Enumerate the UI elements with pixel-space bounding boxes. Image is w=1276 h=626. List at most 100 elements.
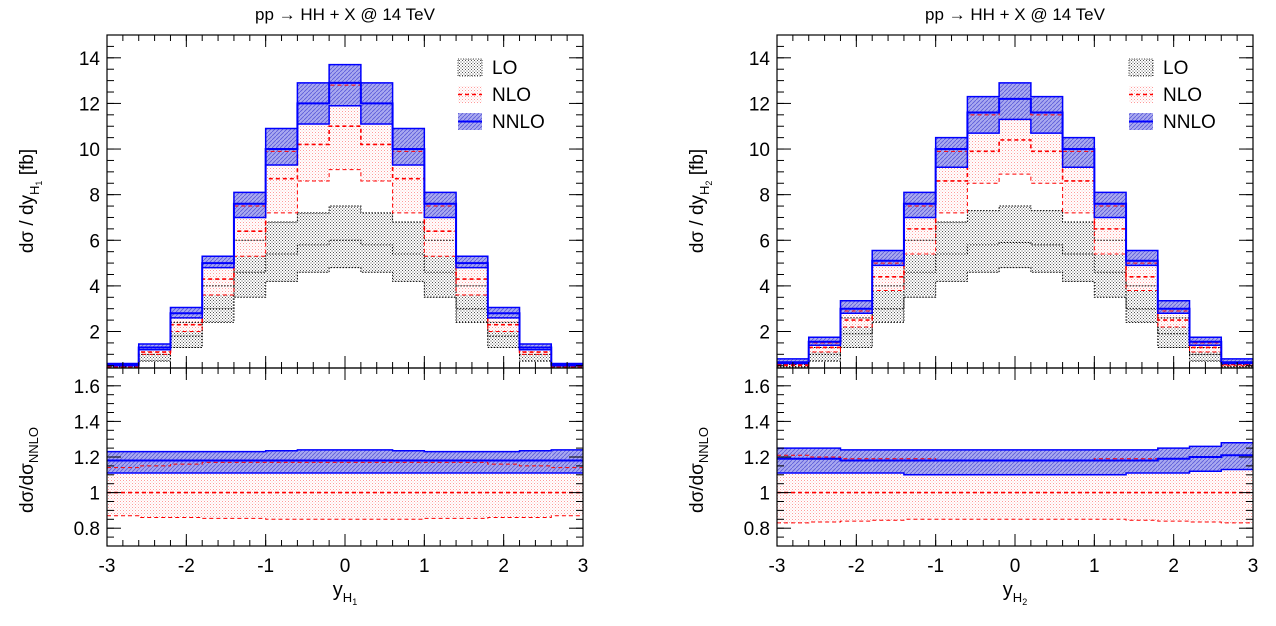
panel-2-top-nnlo-band-bin-10 xyxy=(1094,192,1127,218)
panel-2-ratio-nnlo-band-bin-4 xyxy=(903,449,936,475)
panel-1-ratio-nnlo-band-bin-13 xyxy=(519,450,552,474)
panel-1-top-nnlo-high-edge xyxy=(107,63,583,365)
panel-2-ratio-nnlo-band-bin-6 xyxy=(967,449,1000,475)
panel-2-xtick-label: -2 xyxy=(848,556,865,577)
panel-2-top-nlo-band-bin-13 xyxy=(1189,342,1222,353)
panel-1-ratio-nlo-band-bin-13 xyxy=(519,465,552,518)
panel-2-xtick-label: 0 xyxy=(1010,556,1021,577)
panel-1-top-lo-band-bin-8 xyxy=(360,212,393,273)
panel-1-xtick-label: 2 xyxy=(498,556,509,577)
panel-1-ratio-nnlo-high-edge xyxy=(107,449,583,453)
panel-2-title: pp → HH + X @ 14 TeV xyxy=(925,5,1106,24)
panel-2-top-lo-band-bin-6 xyxy=(967,210,1000,273)
panel-2-ytick-label: 14 xyxy=(749,49,771,70)
panel-1-ratio-ytick-label: 1.4 xyxy=(74,412,101,433)
panel-1-ratio-ytick-label: 1.2 xyxy=(74,448,100,469)
panel-2-ratio-ytick-label: 1 xyxy=(759,484,770,505)
panel-2-top-nnlo-band-bin-7 xyxy=(999,82,1031,120)
panel-2-xtick-label: -1 xyxy=(927,556,944,577)
panel-1-top-marks xyxy=(107,63,583,369)
panel-1-ratio-nlo-band-bin-14 xyxy=(551,467,583,516)
panel-1-ratio-nnlo-band-bin-9 xyxy=(392,450,425,474)
panel-2-top-nnlo-high-edge xyxy=(777,82,1253,360)
panel-1-top-nlo-band-bin-3 xyxy=(202,267,234,296)
panel-1-ratio-ytick-label: 1 xyxy=(89,484,100,505)
panel-1-top-nlo-central-line xyxy=(107,125,583,368)
panel-1-xtick-label: 0 xyxy=(340,556,351,577)
panel-2-top-lo-band-bin-7 xyxy=(999,206,1031,268)
panel-1-ratio-ylabel: dσ/dσNNLO xyxy=(17,427,41,513)
panel-2-ratio-nnlo-central-line xyxy=(777,454,1253,462)
panel-2-top-lo-band-bin-8 xyxy=(1030,210,1063,273)
panel-1-ratio-ytick-label: 1.6 xyxy=(74,377,100,398)
panel-1-ratio-nnlo-band-bin-2 xyxy=(170,451,203,474)
panel-2-ytick-label: 12 xyxy=(749,94,770,115)
panel-1: pp → HH + X @ 14 TeV -3 -2 -1 0 1 2 3246810121… xyxy=(17,5,588,607)
panel-1-xtick-label: -1 xyxy=(257,556,274,577)
panel-1-ytick-label: 10 xyxy=(79,140,100,161)
panel-2-ytick-label: 6 xyxy=(759,231,770,252)
panel-1-top-ylabel: dσ / dyH1 [fb] xyxy=(17,149,44,253)
panel-2-xtick-label: 2 xyxy=(1168,556,1179,577)
panel-2-ratio-ytick-label: 1.4 xyxy=(744,412,771,433)
panel-1-top-nlo-low-edge xyxy=(107,169,583,369)
panel-1-top-nnlo-band-bin-4 xyxy=(233,192,266,218)
panel-2-ratio-nnlo-band-bin-7 xyxy=(999,449,1031,475)
panel-2-top-nlo-central-line xyxy=(777,139,1253,366)
panel-1-ratio-nnlo-band-bin-0 xyxy=(107,451,139,474)
legend-lo-swatch xyxy=(457,58,483,77)
panel-1-top-nlo-band-bin-11 xyxy=(456,267,488,296)
panel-2-ratio-ytick-label: 1.6 xyxy=(744,377,770,398)
panel-1-ratio-nnlo-band-bin-12 xyxy=(487,451,520,474)
panel-1-xtick-label: -3 xyxy=(99,556,116,577)
panel-2-top-lo-high-edge xyxy=(777,205,1253,366)
panel-1-title: pp → HH + X @ 14 TeV xyxy=(255,5,436,24)
panel-2-ytick-label: 10 xyxy=(749,140,770,161)
panel-2-top-nnlo-band-bin-12 xyxy=(1157,300,1190,314)
panel-2-top-lo-band-bin-5 xyxy=(935,222,968,282)
panel-2-legend: LO NLO NNLO xyxy=(1128,58,1216,133)
panel-1-ratio-nlo-band-bin-1 xyxy=(138,465,171,518)
panel-2-ratio-nlo-low-edge xyxy=(777,518,1253,524)
panel-2-top-lo-band-bin-3 xyxy=(872,285,904,323)
panel-2-top-nlo-high-edge xyxy=(777,98,1253,363)
legend-nnlo-label: NNLO xyxy=(492,112,545,133)
panel-1-ratio-nlo-band-bin-0 xyxy=(107,467,139,516)
panel-1-top-nnlo-band-bin-5 xyxy=(265,128,298,166)
legend-nnlo-label: NNLO xyxy=(1163,112,1216,133)
panel-1-top-lo-band-bin-9 xyxy=(392,222,425,282)
panel-2-top-nlo-band-bin-12 xyxy=(1157,310,1190,327)
panel-2-ytick-label: 2 xyxy=(759,323,770,344)
panel-1-top-lo-band-bin-6 xyxy=(297,212,330,273)
panel-1-top-nnlo-band-bin-3 xyxy=(202,256,234,268)
panel-2-top-nnlo-central-line xyxy=(777,97,1253,364)
panel-1-ytick-label: 12 xyxy=(79,94,100,115)
panel-1-ratio-marks xyxy=(107,449,583,520)
panel-2-top-nlo-band-bin-2 xyxy=(840,310,873,327)
panel-1-ytick-label: 8 xyxy=(89,186,100,207)
panel-2-ytick-label: 4 xyxy=(759,277,770,298)
panel-2-ratio-marks xyxy=(777,442,1253,524)
panel-2-ytick-label: 8 xyxy=(759,186,770,207)
panel-1-xlabel: yH1 xyxy=(333,579,357,607)
legend-lo-label: LO xyxy=(1163,58,1188,79)
panel-2-ratio-nnlo-band-bin-1 xyxy=(808,448,841,474)
panel-1-ratio-ytick-label: 0.8 xyxy=(74,519,100,540)
panel-1-ratio-nlo-high-edge xyxy=(107,461,583,469)
legend-nlo-swatch xyxy=(1129,86,1153,103)
panel-1-top-lo-band-bin-7 xyxy=(329,206,361,268)
panel-2-ratio-nnlo-band-bin-5 xyxy=(935,449,968,475)
panel-1-ratio-nnlo-band-bin-5 xyxy=(265,450,298,474)
panel-2-top-lo-band-bin-11 xyxy=(1126,285,1158,323)
panel-2-top-nnlo-band-bin-14 xyxy=(1221,358,1253,364)
panel-2-ratio-nnlo-band-bin-9 xyxy=(1062,449,1095,475)
panel-1-ytick-label: 6 xyxy=(89,231,100,252)
panel-2-ratio-nnlo-band-bin-0 xyxy=(777,448,809,474)
panel-2-ratio-nnlo-band-bin-8 xyxy=(1030,449,1063,475)
legend-nlo-swatch xyxy=(458,86,482,103)
panel-1-top-nnlo-band-bin-9 xyxy=(392,128,425,166)
panel-1-ratio-nlo-low-edge xyxy=(107,515,583,520)
panel-2-ratio-ytick-label: 1.2 xyxy=(744,448,770,469)
panel-1-xtick-label: 1 xyxy=(419,556,430,577)
panel-2-ratio-nnlo-band-bin-13 xyxy=(1189,446,1222,472)
